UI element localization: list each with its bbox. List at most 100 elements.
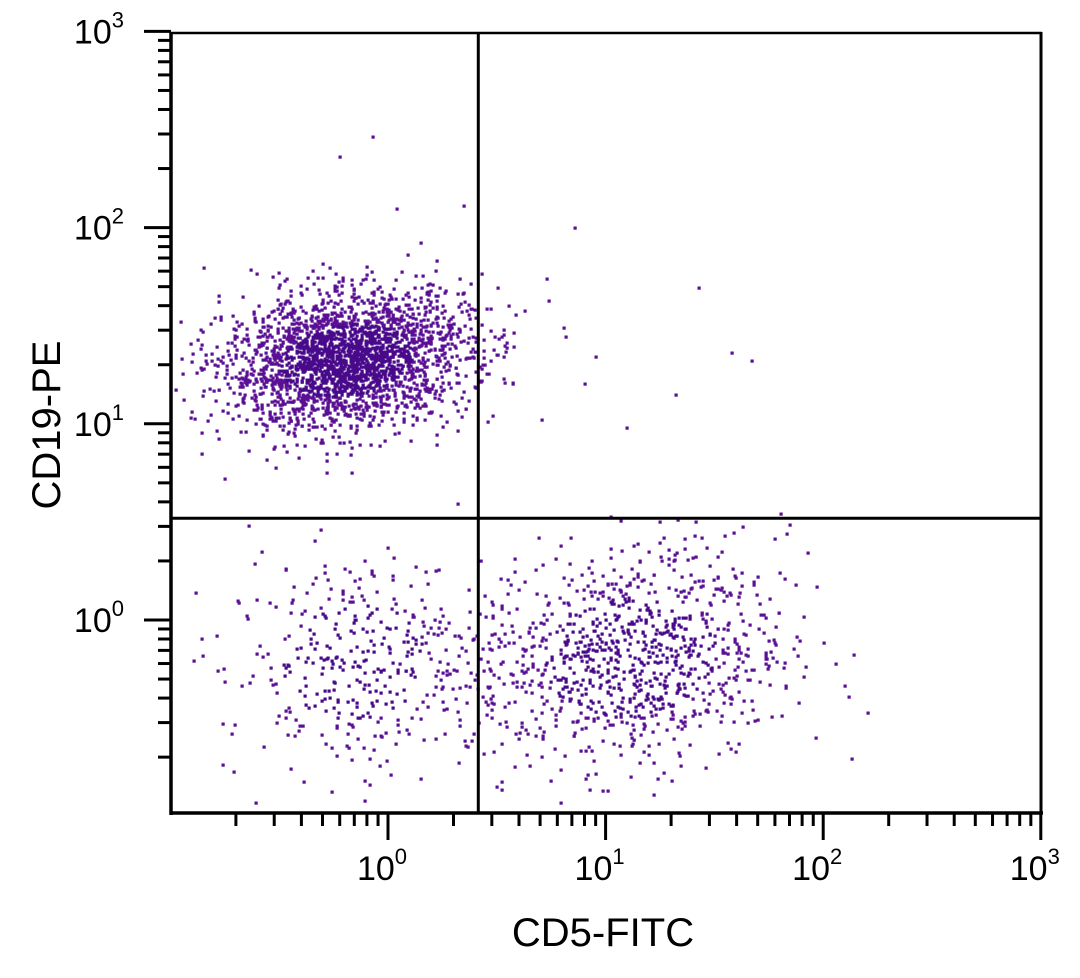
event-dot (362, 746, 366, 750)
event-dot (633, 683, 637, 687)
event-dot (304, 660, 308, 664)
event-dot (596, 670, 600, 674)
event-dot (677, 751, 681, 755)
event-dot (389, 323, 393, 327)
event-dot (700, 613, 704, 617)
event-dot (342, 329, 346, 333)
event-dot (293, 427, 297, 431)
event-dot (307, 428, 311, 432)
event-dot (347, 354, 351, 358)
event-dot (652, 671, 656, 675)
event-dot (363, 779, 367, 783)
event-dot (334, 622, 338, 626)
event-dot (758, 680, 762, 684)
event-dot (335, 726, 339, 730)
event-dot (454, 346, 458, 350)
event-dot (283, 402, 287, 406)
event-dot (409, 673, 413, 677)
event-dot (653, 676, 657, 680)
event-dot (782, 666, 786, 670)
event-dot (392, 597, 396, 601)
event-dot (347, 684, 351, 688)
event-dot (478, 379, 482, 383)
event-dot (199, 347, 203, 351)
event-dot (395, 406, 399, 410)
event-dot (343, 567, 347, 571)
event-dot (273, 382, 277, 386)
event-dot (343, 332, 347, 336)
event-dot (488, 685, 492, 689)
event-dot (746, 647, 750, 651)
event-dot (303, 366, 307, 370)
event-dot (595, 617, 599, 621)
event-dot (728, 696, 732, 700)
event-dot (342, 361, 346, 365)
event-dot (371, 629, 375, 633)
event-dot (281, 326, 285, 330)
event-dot (440, 344, 444, 348)
event-dot (322, 363, 326, 367)
event-dot (537, 536, 541, 540)
event-dot (652, 793, 656, 797)
event-dot (663, 679, 667, 683)
event-dot (678, 687, 682, 691)
event-dot (379, 364, 383, 368)
event-dot (609, 556, 613, 560)
event-dot (610, 602, 614, 606)
event-dot (240, 354, 244, 358)
event-dot (283, 637, 287, 641)
event-dot (298, 336, 302, 340)
event-dot (345, 384, 349, 388)
x-tick-label: 100 (357, 844, 407, 888)
event-dot (355, 678, 359, 682)
event-dot (593, 629, 597, 633)
event-dot (373, 409, 377, 413)
event-dot (388, 675, 392, 679)
event-dot (798, 639, 802, 643)
event-dot (271, 387, 275, 391)
event-dot (281, 340, 285, 344)
event-dot (586, 665, 590, 669)
event-dot (681, 600, 685, 604)
event-dot (338, 636, 342, 640)
event-dot (349, 333, 353, 337)
event-dot (625, 426, 629, 430)
event-dot (258, 329, 262, 333)
event-dot (467, 336, 471, 340)
event-dot (346, 342, 350, 346)
event-dot (633, 692, 637, 696)
event-dot (545, 661, 549, 665)
event-dot (240, 382, 244, 386)
event-dot (246, 617, 250, 621)
event-dot (722, 627, 726, 631)
event-dot (292, 335, 296, 339)
event-dot (648, 679, 652, 683)
event-dot (570, 687, 574, 691)
event-dot (337, 361, 341, 365)
event-dot (257, 345, 261, 349)
event-dot (656, 777, 660, 781)
event-dot (269, 666, 273, 670)
event-dot (310, 360, 314, 364)
event-dot (189, 416, 193, 420)
event-dot (355, 370, 359, 374)
event-dot (337, 386, 341, 390)
event-dot (612, 602, 616, 606)
event-dot (341, 379, 345, 383)
event-dot (680, 575, 684, 579)
event-dot (657, 609, 661, 613)
event-dot (683, 724, 687, 728)
event-dot (651, 651, 655, 655)
event-dot (526, 667, 530, 671)
event-dot (278, 393, 282, 397)
event-dot (337, 369, 341, 373)
event-dot (500, 780, 504, 784)
event-dot (526, 732, 530, 736)
event-dot (322, 658, 326, 662)
event-dot (388, 367, 392, 371)
event-dot (419, 344, 423, 348)
event-dot (334, 390, 338, 394)
event-dot (381, 324, 385, 328)
event-dot (644, 603, 648, 607)
event-dot (717, 752, 721, 756)
